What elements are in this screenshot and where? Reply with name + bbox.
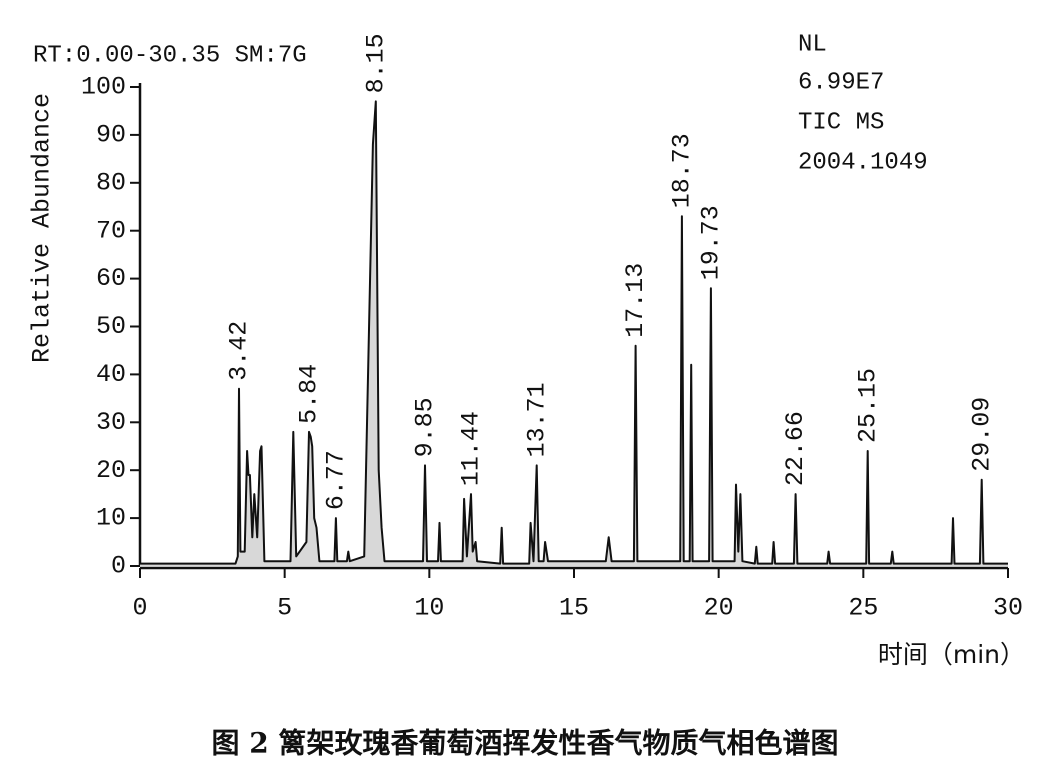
y-tick-label: 60 — [96, 264, 126, 293]
peak-label: 9.85 — [411, 397, 440, 457]
peak-label: 13.71 — [522, 382, 551, 457]
peak-label: 6.77 — [322, 450, 351, 510]
x-axis-label: 时间（min） — [878, 640, 1025, 669]
y-tick-label: 80 — [96, 168, 126, 197]
peak-label: 18.73 — [668, 133, 697, 208]
peak-label: 17.13 — [621, 263, 650, 338]
header-left: RT:0.00-30.35 SM:7G — [33, 42, 307, 69]
header-right: 2004.1049 — [798, 149, 928, 176]
caption: 图 2 篱架玫瑰香葡萄酒挥发性香气物质气相色谱图 — [212, 727, 839, 760]
peak-label: 5.84 — [295, 364, 324, 424]
trace-line — [140, 100, 1008, 565]
y-tick-label: 0 — [111, 552, 126, 581]
y-tick-label: 90 — [96, 121, 126, 150]
peak-label: 19.73 — [697, 205, 726, 280]
y-tick-label: 50 — [96, 312, 126, 341]
header-right: TIC MS — [798, 109, 884, 136]
x-tick-label: 30 — [993, 594, 1023, 623]
peak-label: 22.66 — [781, 411, 810, 486]
x-tick-label: 15 — [559, 594, 589, 623]
y-axis-label: Relative Abundance — [28, 93, 57, 363]
peak-label: 3.42 — [225, 321, 254, 381]
y-tick-label: 70 — [96, 216, 126, 245]
y-tick-label: 10 — [96, 504, 126, 533]
header-right: 6.99E7 — [798, 69, 884, 96]
x-tick-label: 10 — [414, 594, 444, 623]
x-tick-label: 20 — [704, 594, 734, 623]
y-tick-label: 100 — [81, 73, 126, 102]
header-right: NL — [798, 31, 827, 58]
y-tick-label: 40 — [96, 360, 126, 389]
x-tick-label: 0 — [132, 594, 147, 623]
y-tick-label: 20 — [96, 456, 126, 485]
peak-label: 29.09 — [967, 397, 996, 472]
y-tick-label: 30 — [96, 408, 126, 437]
peak-label: 8.15 — [361, 33, 390, 93]
peak-label: 25.15 — [853, 368, 882, 443]
peak-label: 11.44 — [457, 411, 486, 486]
x-tick-label: 25 — [848, 594, 878, 623]
x-tick-label: 5 — [277, 594, 292, 623]
